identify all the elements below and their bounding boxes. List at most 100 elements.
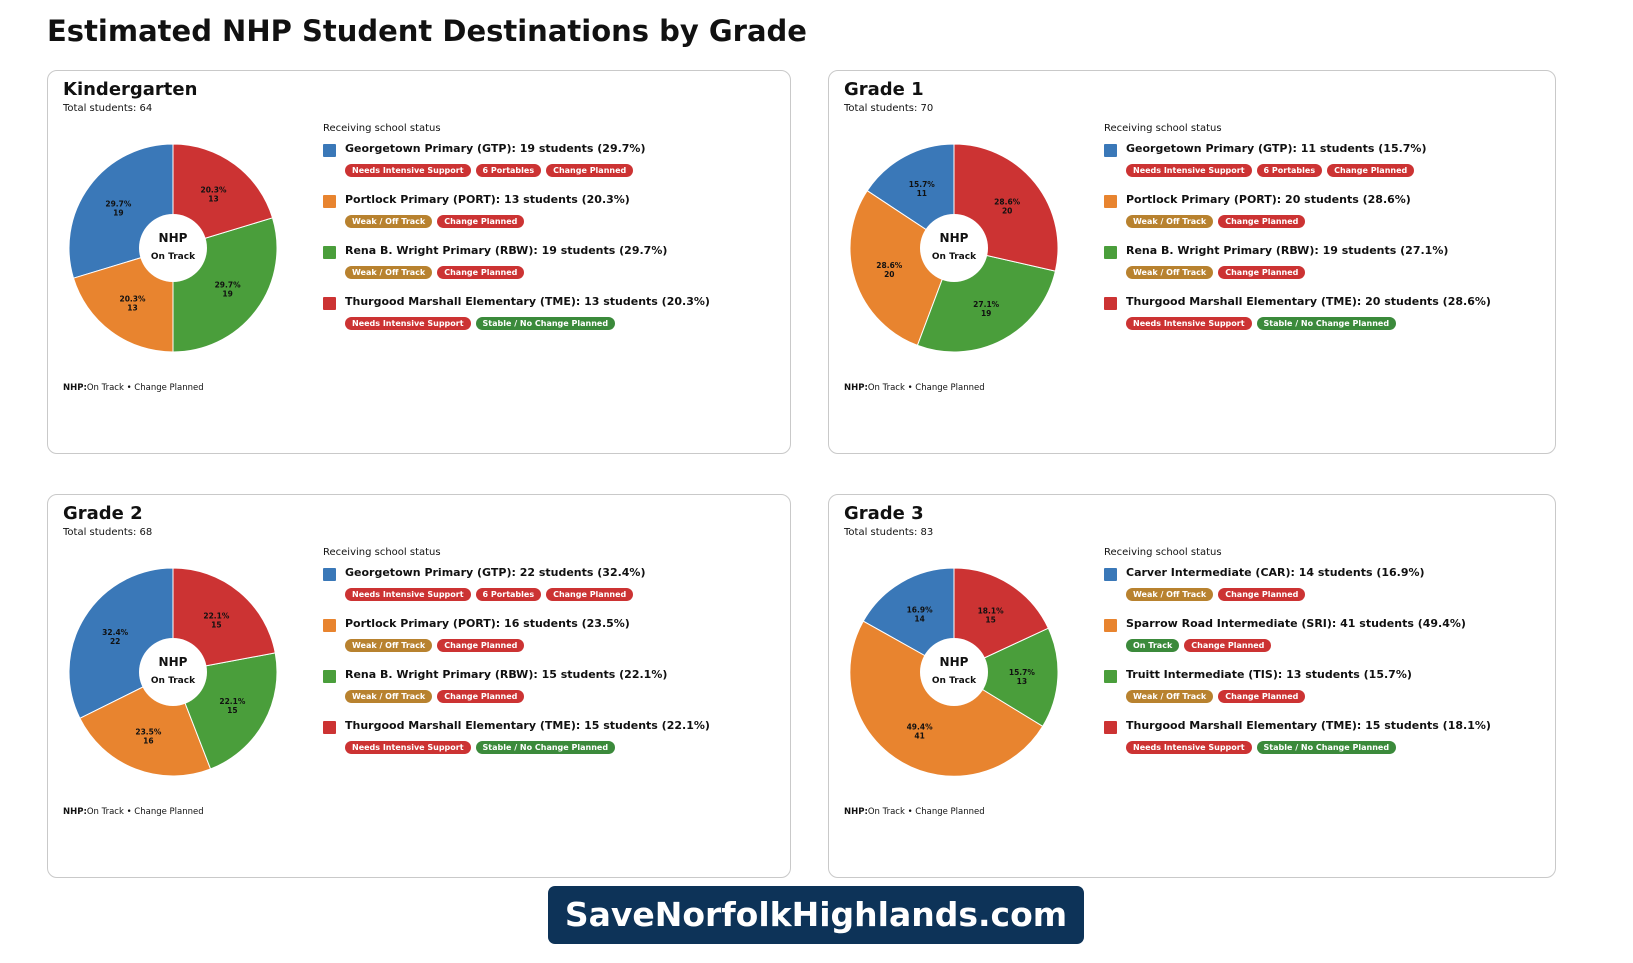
legend-swatch [1104, 619, 1117, 632]
status-tags: On Track Change Planned [1126, 633, 1491, 652]
legend-swatch [1104, 568, 1117, 581]
slice-percent-label: 18.1% [978, 607, 1005, 616]
slice-percent-label: 23.5% [135, 727, 162, 736]
slice-count-label: 41 [914, 732, 924, 741]
status-badge-change-planned: Change Planned [1184, 639, 1272, 652]
legend: Receiving school status Georgetown Prima… [323, 123, 710, 346]
status-badge-needs-intensive-support: Needs Intensive Support [345, 588, 471, 601]
legend-item: Georgetown Primary (GTP): 19 students (2… [323, 142, 710, 193]
status-badge-change-planned: Change Planned [437, 639, 525, 652]
grade-title: Grade 1 [844, 79, 924, 100]
legend-swatch [323, 195, 336, 208]
legend-label: Thurgood Marshall Elementary (TME): 15 s… [345, 719, 710, 732]
pie-slice [72, 247, 174, 353]
status-badge-stable-no-change-planned: Stable / No Change Planned [475, 317, 616, 330]
status-tags: Needs Intensive Support 6 Portables Change… [345, 582, 710, 601]
legend-item: Georgetown Primary (GTP): 22 students (3… [323, 566, 710, 617]
status-badge-6-portables: 6 Portables [475, 588, 542, 601]
total-students: Total students: 70 [844, 103, 934, 114]
slice-count-label: 15 [985, 616, 995, 625]
center-subtitle: On Track [151, 676, 196, 686]
legend-swatch [1104, 195, 1117, 208]
legend-label: Rena B. Wright Primary (RBW): 15 student… [345, 668, 668, 681]
center-subtitle: On Track [932, 252, 977, 262]
legend: Receiving school status Georgetown Prima… [323, 547, 710, 770]
status-tags: Needs Intensive Support Stable / No Chang… [1126, 735, 1491, 754]
site-banner: SaveNorfolkHighlands.com [548, 886, 1084, 944]
center-title: NHP [159, 231, 188, 245]
status-badge-change-planned: Change Planned [1218, 690, 1306, 703]
legend-item: Rena B. Wright Primary (RBW): 15 student… [323, 668, 710, 719]
center-title: NHP [940, 231, 969, 245]
status-badge-change-planned: Change Planned [1327, 164, 1415, 177]
legend-swatch [323, 721, 336, 734]
status-badge-needs-intensive-support: Needs Intensive Support [345, 741, 471, 754]
legend-label: Portlock Primary (PORT): 20 students (28… [1126, 193, 1411, 206]
legend: Receiving school status Carver Intermedi… [1104, 547, 1491, 770]
chart-panel-grade-3: Grade 3 Total students: 83 16.9% 14 49.4% 4… [828, 494, 1556, 878]
status-badge-weak-off-track: Weak / Off Track [1126, 588, 1214, 601]
legend-swatch [1104, 721, 1117, 734]
total-students: Total students: 83 [844, 527, 934, 538]
status-badge-weak-off-track: Weak / Off Track [345, 215, 433, 228]
legend-label: Georgetown Primary (GTP): 22 students (3… [345, 566, 646, 579]
footnote-key: NHP: [63, 807, 87, 817]
legend-swatch [1104, 144, 1117, 157]
legend-label: Georgetown Primary (GTP): 19 students (2… [345, 142, 646, 155]
slice-count-label: 16 [143, 736, 153, 745]
chart-panel-grade-1: Grade 1 Total students: 70 15.7% 11 28.6% 2… [828, 70, 1556, 454]
legend-swatch [1104, 297, 1117, 310]
status-badge-change-planned: Change Planned [546, 164, 634, 177]
status-badge-6-portables: 6 Portables [1256, 164, 1323, 177]
status-tags: Weak / Off Track Change Planned [345, 209, 710, 228]
status-tags: Weak / Off Track Change Planned [1126, 582, 1491, 601]
status-badge-needs-intensive-support: Needs Intensive Support [345, 317, 471, 330]
legend-label: Carver Intermediate (CAR): 14 students (… [1126, 566, 1425, 579]
legend-title: Receiving school status [323, 123, 441, 134]
legend-item: Thurgood Marshall Elementary (TME): 15 s… [1104, 719, 1491, 770]
total-students: Total students: 68 [63, 527, 153, 538]
status-tags: Needs Intensive Support 6 Portables Change… [345, 158, 710, 177]
legend-swatch [323, 568, 336, 581]
status-badge-change-planned: Change Planned [1218, 588, 1306, 601]
slice-percent-label: 49.4% [907, 723, 934, 732]
legend-item: Carver Intermediate (CAR): 14 students (… [1104, 566, 1491, 617]
slice-percent-label: 28.6% [876, 261, 903, 270]
legend-item: Truitt Intermediate (TIS): 13 students (… [1104, 668, 1491, 719]
status-badge-needs-intensive-support: Needs Intensive Support [345, 164, 471, 177]
center-title: NHP [940, 655, 969, 669]
slice-count-label: 19 [222, 290, 232, 299]
status-badge-on-track: On Track [1126, 639, 1180, 652]
status-badge-needs-intensive-support: Needs Intensive Support [1126, 164, 1252, 177]
center-subtitle: On Track [932, 676, 977, 686]
legend-title: Receiving school status [1104, 547, 1222, 558]
footnote-text: On Track • Change Planned [86, 383, 204, 393]
status-tags: Needs Intensive Support Stable / No Chang… [1126, 311, 1491, 330]
status-badge-change-planned: Change Planned [1218, 266, 1306, 279]
pie-slice [849, 190, 955, 347]
pie-slice [172, 567, 276, 673]
status-badge-change-planned: Change Planned [437, 215, 525, 228]
slice-percent-label: 29.7% [215, 281, 242, 290]
legend-title: Receiving school status [1104, 123, 1222, 134]
legend-item: Georgetown Primary (GTP): 11 students (1… [1104, 142, 1491, 193]
center-subtitle: On Track [151, 252, 196, 262]
slice-percent-label: 32.4% [102, 628, 129, 637]
status-tags: Weak / Off Track Change Planned [345, 684, 710, 703]
legend-label: Rena B. Wright Primary (RBW): 19 student… [345, 244, 668, 257]
status-badge-change-planned: Change Planned [546, 588, 634, 601]
donut-hole [139, 638, 207, 706]
chart-panel-grade-2: Grade 2 Total students: 68 32.4% 22 23.5% 1… [47, 494, 791, 878]
status-badge-weak-off-track: Weak / Off Track [345, 266, 433, 279]
slice-count-label: 20 [884, 270, 894, 279]
slice-count-label: 19 [113, 209, 123, 218]
footnote: NHP:On Track • Change Planned [844, 383, 985, 393]
center-title: NHP [159, 655, 188, 669]
total-students: Total students: 64 [63, 103, 153, 114]
slice-percent-label: 29.7% [105, 200, 132, 209]
legend-swatch [323, 670, 336, 683]
slice-percent-label: 20.3% [200, 185, 227, 194]
